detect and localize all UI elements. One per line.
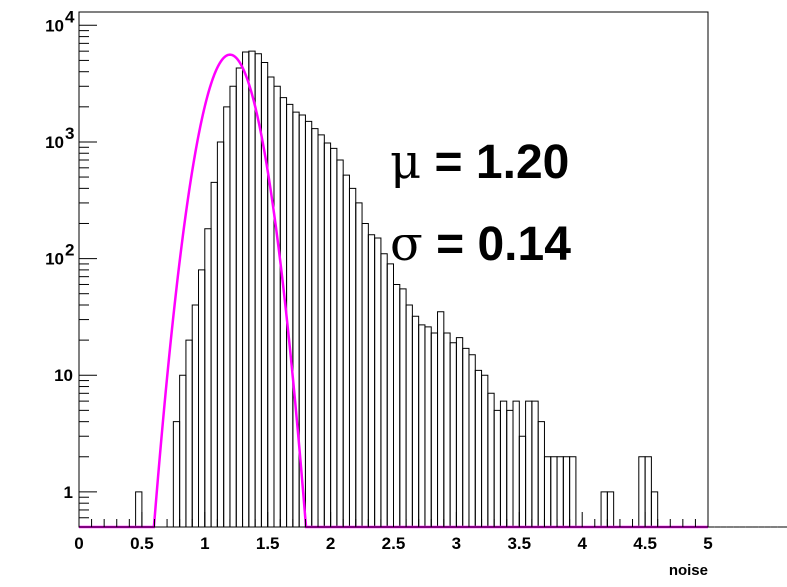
y-tick-exponent: 2 xyxy=(65,241,74,260)
x-tick-label: 3 xyxy=(452,534,461,553)
histogram-bin xyxy=(135,491,143,527)
x-tick-label: 0.5 xyxy=(130,534,154,553)
mean-annotation: μ = 1.20 xyxy=(390,134,569,190)
x-tick-label: 2 xyxy=(326,534,335,553)
histogram-layer xyxy=(79,50,787,528)
y-tick-label: 10 xyxy=(45,133,64,152)
x-axis: 0 0.5 1 1.5 2 2.5 3 3.5 4 4.5 5 xyxy=(74,512,713,553)
x-tick-label: 1.5 xyxy=(256,534,280,553)
x-tick-label: 4.5 xyxy=(633,534,657,553)
x-tick-label: 2.5 xyxy=(382,534,406,553)
x-tick-label: 0 xyxy=(74,534,83,553)
sigma-symbol: σ xyxy=(390,216,423,272)
histogram-bin xyxy=(606,491,615,527)
x-tick-label: 5 xyxy=(703,534,712,553)
x-axis-title: noise xyxy=(669,562,708,579)
histogram-bin xyxy=(569,456,577,527)
x-tick-label: 4 xyxy=(577,534,587,553)
x-tick-label: 1 xyxy=(200,534,209,553)
mu-symbol: μ xyxy=(390,134,421,190)
sigma-annotation: σ = 0.14 xyxy=(390,216,571,272)
y-tick-exponent: 3 xyxy=(65,124,74,143)
y-tick-label: 10 xyxy=(45,16,64,35)
y-tick-label: 10 xyxy=(54,366,73,385)
x-tick-label: 3.5 xyxy=(507,534,531,553)
y-tick-label: 10 xyxy=(45,250,64,269)
y-tick-label: 1 xyxy=(64,483,73,502)
mu-value: = 1.20 xyxy=(421,136,569,189)
histogram-bin xyxy=(650,491,659,527)
y-tick-exponent: 4 xyxy=(65,7,75,26)
sigma-value: = 0.14 xyxy=(423,218,571,271)
